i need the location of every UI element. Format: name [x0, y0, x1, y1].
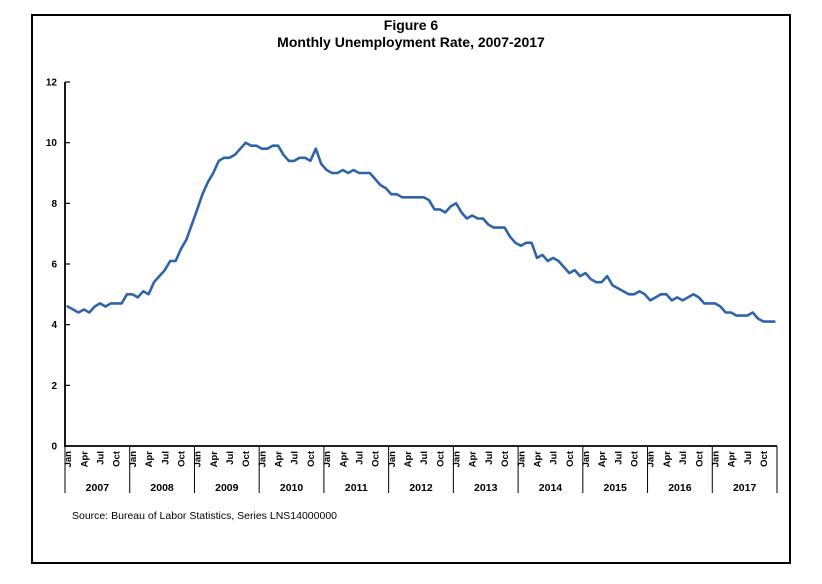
y-tick-label: 12 — [46, 78, 58, 89]
month-tick-label: Oct — [241, 450, 252, 467]
month-tick-label: Apr — [727, 451, 738, 468]
month-tick-label: Jul — [225, 451, 236, 465]
figure-border — [31, 14, 791, 564]
month-tick-label: Jul — [160, 451, 171, 465]
year-label: 2007 — [86, 482, 110, 494]
year-label: 2013 — [474, 482, 498, 494]
year-label: 2017 — [733, 482, 757, 494]
month-tick-label: Apr — [468, 451, 479, 468]
month-tick-label: Apr — [209, 451, 220, 468]
year-label: 2009 — [215, 482, 239, 494]
year-label: 2008 — [150, 482, 174, 494]
month-tick-label: Apr — [597, 451, 608, 468]
y-tick-label: 2 — [51, 381, 57, 392]
month-tick-label: Oct — [694, 450, 705, 467]
month-tick-label: Apr — [79, 451, 90, 468]
month-tick-label: Jul — [419, 451, 430, 465]
month-tick-label: Jul — [743, 451, 754, 465]
year-label: 2010 — [280, 482, 304, 494]
month-tick-label: Jan — [257, 451, 268, 468]
month-tick-label: Jul — [613, 451, 624, 465]
month-tick-label: Jan — [63, 451, 74, 468]
month-tick-label: Jul — [354, 451, 365, 465]
month-tick-label: Jan — [387, 451, 398, 468]
month-tick-label: Oct — [435, 450, 446, 467]
month-tick-label: Apr — [532, 451, 543, 468]
figure-title: Figure 6 Monthly Unemployment Rate, 2007… — [31, 17, 791, 51]
year-label: 2012 — [409, 482, 433, 494]
month-tick-label: Jul — [549, 451, 560, 465]
unemployment-line — [66, 141, 776, 323]
month-tick-label: Apr — [662, 451, 673, 468]
year-label: 2011 — [345, 482, 368, 494]
month-tick-label: Jul — [678, 451, 689, 465]
y-tick-label: 4 — [51, 320, 57, 331]
y-tick-label: 0 — [51, 442, 57, 453]
y-tick-label: 6 — [51, 260, 57, 271]
year-label: 2015 — [604, 482, 628, 494]
month-tick-label: Jan — [581, 451, 592, 468]
month-tick-label: Oct — [176, 450, 187, 467]
year-label: 2014 — [539, 482, 563, 494]
month-tick-label: Oct — [371, 450, 382, 467]
figure-subtitle: Monthly Unemployment Rate, 2007-2017 — [277, 34, 545, 50]
month-tick-label: Jan — [452, 451, 463, 468]
month-tick-label: Jan — [322, 451, 333, 468]
month-tick-label: Jan — [646, 451, 657, 468]
month-tick-label: Apr — [338, 451, 349, 468]
month-tick-label: Jul — [96, 451, 107, 465]
month-tick-label: Jul — [484, 451, 495, 465]
month-tick-label: Oct — [630, 450, 641, 467]
source-note: Source: Bureau of Labor Statistics, Seri… — [72, 510, 337, 522]
year-label: 2016 — [668, 482, 692, 494]
month-tick-label: Oct — [565, 450, 576, 467]
y-tick-label: 8 — [51, 199, 57, 210]
month-tick-label: Oct — [759, 450, 770, 467]
month-tick-label: Oct — [112, 450, 123, 467]
month-tick-label: Oct — [500, 450, 511, 467]
month-tick-label: Jan — [128, 451, 139, 468]
month-tick-label: Jan — [516, 451, 527, 468]
y-tick-label: 10 — [46, 138, 58, 149]
month-tick-label: Jul — [290, 451, 301, 465]
month-tick-label: Apr — [403, 451, 414, 468]
month-tick-label: Oct — [306, 450, 317, 467]
month-tick-label: Jan — [193, 451, 204, 468]
month-tick-label: Jan — [710, 451, 721, 468]
month-tick-label: Apr — [144, 451, 155, 468]
month-tick-label: Apr — [274, 451, 285, 468]
figure-number: Figure 6 — [383, 17, 439, 33]
